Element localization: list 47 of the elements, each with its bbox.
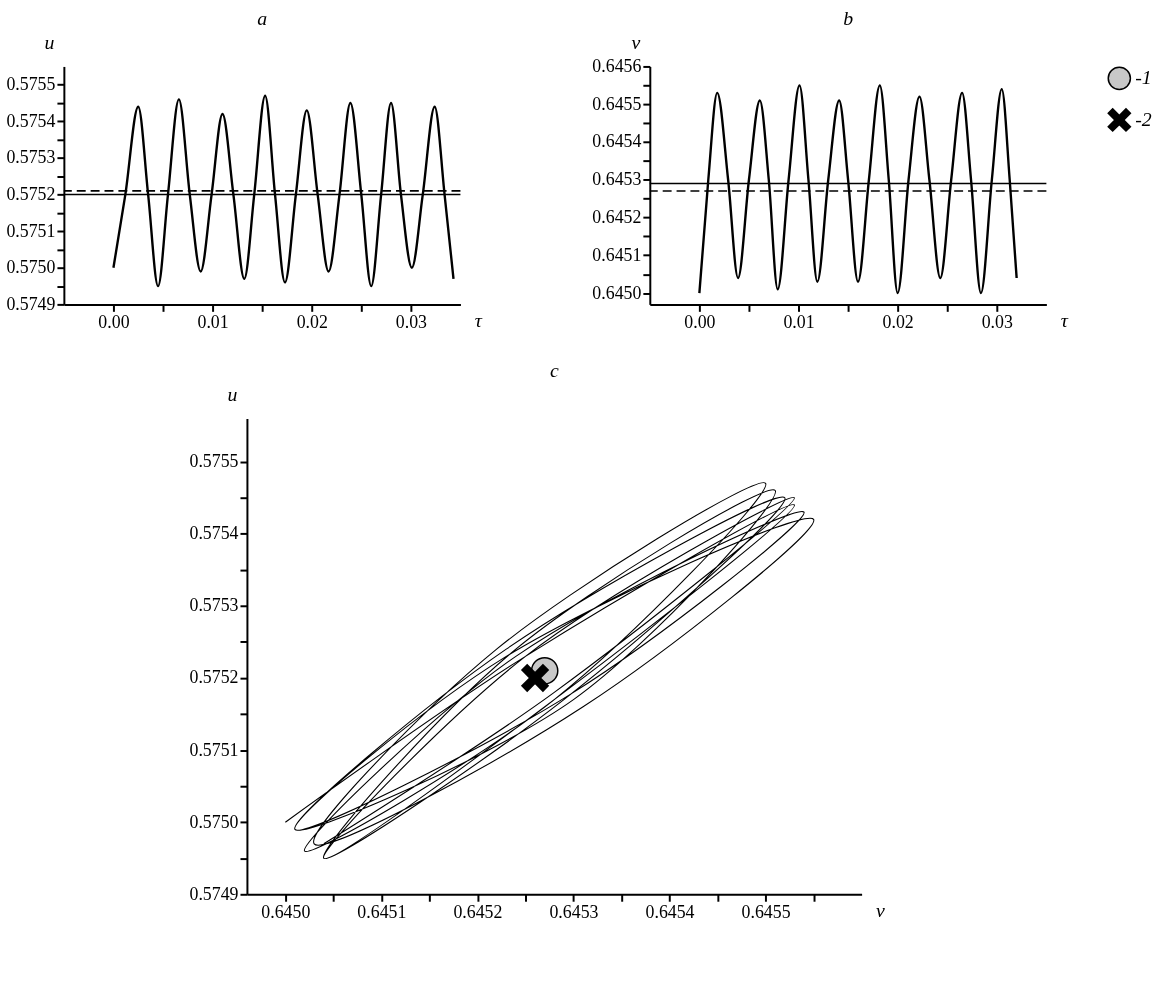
y-tick-label: 0.6450 xyxy=(592,282,642,303)
y-tick-label: 0.5753 xyxy=(6,147,56,168)
x-tick-label: 0.6450 xyxy=(261,901,311,922)
x-tick-label: 0.02 xyxy=(882,311,914,332)
y-tick-label: 0.5755 xyxy=(6,74,56,95)
x-tick-label: 0.03 xyxy=(395,311,428,332)
y-tick-label: 0.5751 xyxy=(189,739,239,760)
x-tick-label: 0.6455 xyxy=(741,901,791,922)
y-tick-label: 0.5751 xyxy=(6,220,56,241)
chart-title: b xyxy=(843,6,854,29)
x-tick-label: 0.01 xyxy=(783,311,815,332)
x-tick-label: 0.6454 xyxy=(645,901,695,922)
y-tick-label: 0.5750 xyxy=(6,257,56,278)
y-tick-label: 0.5753 xyxy=(189,595,239,616)
y-tick-label: 0.6452 xyxy=(592,206,642,227)
chart-title: a xyxy=(257,6,268,29)
x-tick-label: 0.6453 xyxy=(549,901,599,922)
y-tick-label: 0.6453 xyxy=(592,169,642,190)
x-tick-label: 0.6451 xyxy=(357,901,407,922)
y-tick-label: 0.6451 xyxy=(592,244,642,265)
y-axis-title: v xyxy=(631,31,641,54)
y-axis-title: u xyxy=(227,383,238,406)
x-tick-label: 0.00 xyxy=(98,311,130,332)
x-tick-label: 0.6452 xyxy=(453,901,503,922)
x-tick-label: 0.03 xyxy=(981,311,1013,332)
x-axis-title: v xyxy=(875,898,885,921)
y-tick-label: 0.5754 xyxy=(6,110,56,131)
y-tick-label: 0.5752 xyxy=(6,184,56,205)
y-tick-label: 0.5752 xyxy=(189,667,239,688)
y-tick-label: 0.5754 xyxy=(189,523,239,544)
y-tick-label: 0.6456 xyxy=(592,55,642,76)
x-axis-title: τ xyxy=(474,308,483,331)
legend-label: -2 xyxy=(1135,107,1152,130)
y-tick-label: 0.6455 xyxy=(592,93,642,114)
y-tick-label: 0.5749 xyxy=(189,883,239,904)
y-axis-title: u xyxy=(44,31,55,54)
chart-title: c xyxy=(549,358,559,381)
x-tick-label: 0.02 xyxy=(296,311,328,332)
x-tick-label: 0.00 xyxy=(684,311,716,332)
y-tick-label: 0.5750 xyxy=(189,811,239,832)
x-tick-label: 0.01 xyxy=(197,311,229,332)
y-tick-label: 0.6454 xyxy=(592,131,642,152)
x-axis-title: τ xyxy=(1060,308,1069,331)
line-series xyxy=(284,482,815,859)
legend-label: -1 xyxy=(1135,66,1152,89)
y-tick-label: 0.5749 xyxy=(6,293,56,314)
y-tick-label: 0.5755 xyxy=(189,451,239,472)
